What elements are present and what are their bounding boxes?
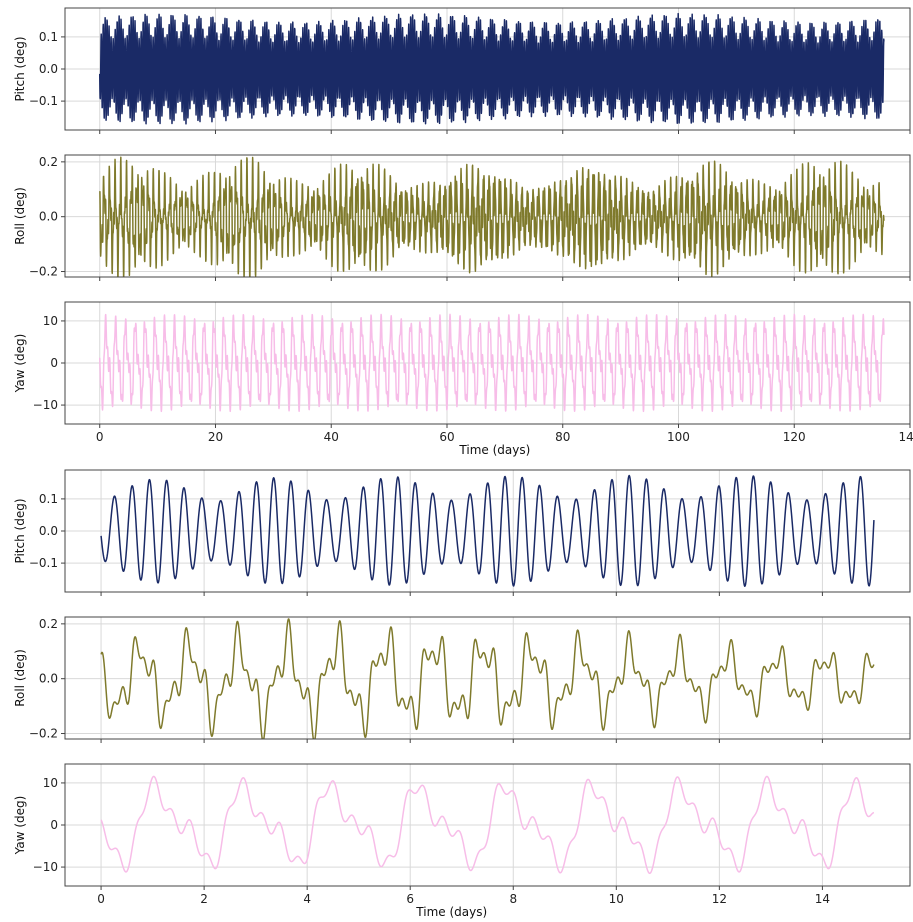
y-axis-label: Pitch (deg) [13, 498, 27, 563]
short-pitch-series-line [100, 474, 875, 587]
axes-frame [64, 616, 911, 740]
x-tick-label: 120 [783, 430, 806, 444]
long-pitch-series-line [98, 12, 885, 125]
y-axis-label: Yaw (deg) [13, 796, 27, 856]
x-tick-label: 0 [96, 430, 104, 444]
x-axis-label: Time (days) [458, 443, 530, 457]
x-tick-label: 20 [208, 430, 223, 444]
y-tick-label: −0.1 [29, 556, 58, 570]
x-tick-label: 12 [712, 892, 727, 906]
axes-frame [64, 154, 911, 278]
y-tick-label: 10 [43, 776, 58, 790]
y-tick-label: −10 [33, 860, 58, 874]
y-tick-label: 0 [50, 818, 58, 832]
x-tick-label: 140 [899, 430, 913, 444]
y-tick-label: 0.1 [39, 30, 58, 44]
y-axis-label: Pitch (deg) [13, 36, 27, 101]
y-tick-label: −10 [33, 398, 58, 412]
y-tick-label: 0.2 [39, 617, 58, 631]
panel-long-yaw: 100−10020406080100120140Yaw (deg)Time (d… [13, 301, 913, 457]
short-roll-series-line [100, 618, 875, 739]
y-tick-label: −0.1 [29, 94, 58, 108]
y-tick-label: 0.0 [39, 672, 58, 686]
y-tick-label: 0.0 [39, 62, 58, 76]
y-axis-label: Roll (deg) [13, 649, 27, 707]
y-tick-label: 10 [43, 314, 58, 328]
x-tick-label: 80 [555, 430, 570, 444]
y-tick-label: 0 [50, 356, 58, 370]
x-tick-label: 100 [667, 430, 690, 444]
panel-short-yaw: 10 0 −10 0 2 4 6 8 10 12 14 Yaw (deg) Time (days) [13, 763, 911, 919]
x-tick-label: 8 [509, 892, 517, 906]
y-tick-label: 0.1 [39, 492, 58, 506]
x-tick-label: 40 [324, 430, 339, 444]
y-tick-label: 0.2 [39, 155, 58, 169]
x-tick-label: 6 [406, 892, 414, 906]
y-tick-label: 0.0 [39, 210, 58, 224]
x-tick-label: 60 [439, 430, 454, 444]
panel-short-roll: 0.2 0.0 −0.2 Roll (deg) [13, 616, 911, 743]
x-tick-label: 4 [303, 892, 311, 906]
y-axis-label: Yaw (deg) [13, 334, 27, 394]
long-roll-series-line [99, 156, 885, 277]
long-yaw-series-line [98, 313, 885, 413]
y-tick-label: −0.2 [29, 727, 58, 741]
x-axis-label: Time (days) [415, 905, 487, 919]
y-tick-label: 0.0 [39, 524, 58, 538]
y-axis-label: Roll (deg) [13, 187, 27, 245]
short-yaw-series-line [100, 775, 875, 875]
x-tick-label: 0 [97, 892, 105, 906]
x-tick-label: 2 [200, 892, 208, 906]
x-tick-label: 10 [609, 892, 624, 906]
y-tick-label: −0.2 [29, 265, 58, 279]
x-tick-label: 14 [815, 892, 830, 906]
panel-long-roll: 0.2 0.0 −0.2 Roll (deg) [13, 154, 911, 281]
